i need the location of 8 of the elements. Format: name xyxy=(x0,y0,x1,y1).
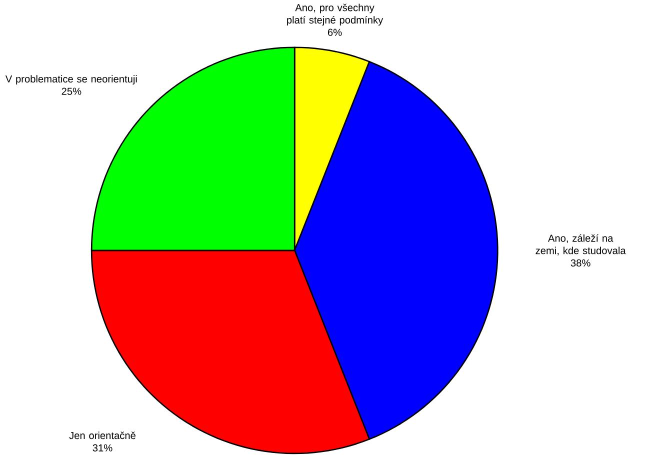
slice-label: Ano, pro všechny platí stejné podmínky xyxy=(287,4,384,26)
slice-label: Jen orientačně xyxy=(69,432,136,440)
data-label: 31% xyxy=(92,444,112,452)
data-label: 38% xyxy=(570,259,590,266)
slice-label: V problematice se neorientuji xyxy=(5,75,137,84)
data-label: 25% xyxy=(62,88,82,95)
data-label: 6% xyxy=(328,28,342,36)
slice-label: Ano, záleží na zemi, kde studovala xyxy=(536,234,626,256)
